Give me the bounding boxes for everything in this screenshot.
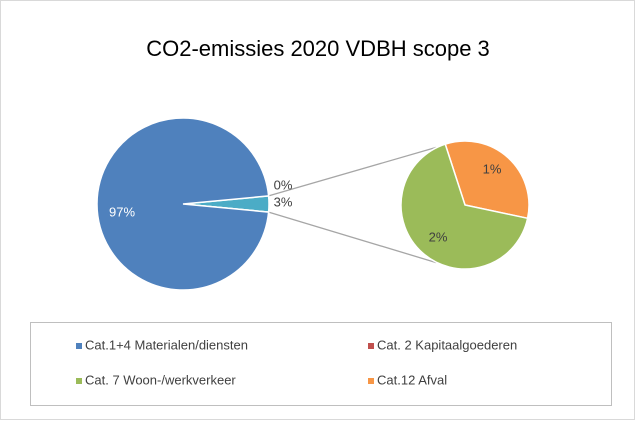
legend-box [30,322,612,406]
legend-label: Cat. 7 Woon-/werkverkeer [85,372,236,387]
data-label: 3% [274,194,293,209]
legend-label: Cat.12 Afval [377,372,447,387]
connector-line [268,146,437,197]
legend-label: Cat. 2 Kapitaalgoederen [377,337,517,352]
chart-title: CO2-emissies 2020 VDBH scope 3 [146,36,490,61]
legend-swatch [368,378,374,384]
data-label: 2% [429,229,448,244]
pie-slice [400,143,529,270]
legend-swatch [368,343,374,349]
data-label: 1% [483,161,502,176]
legend-label: Cat.1+4 Materialen/diensten [85,337,248,352]
legend-swatch [76,378,82,384]
connector-line [268,211,437,264]
data-label: 97% [109,204,135,219]
data-label: 0% [274,177,293,192]
pie-slice [444,140,530,220]
pie-slice [96,117,270,291]
legend-swatch [76,343,82,349]
